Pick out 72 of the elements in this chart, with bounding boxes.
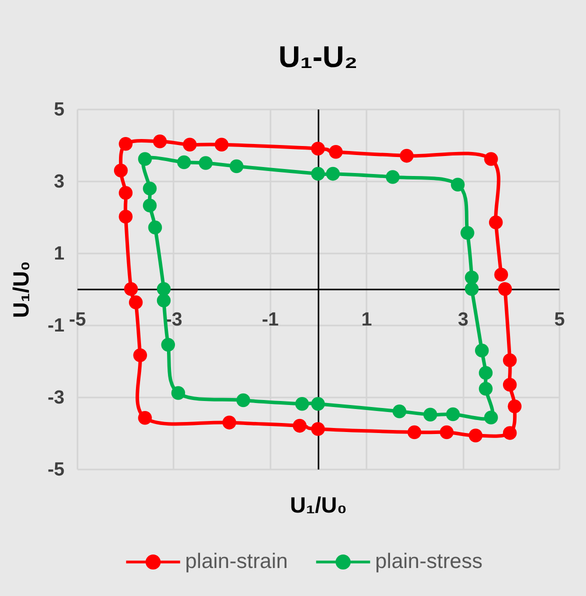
point xyxy=(311,142,325,156)
point xyxy=(450,178,465,192)
point xyxy=(311,422,325,436)
point xyxy=(118,137,133,151)
point xyxy=(408,425,422,440)
point xyxy=(400,148,414,163)
point xyxy=(128,295,143,310)
point xyxy=(118,186,133,200)
point xyxy=(142,198,157,212)
legend-label: plain-stress xyxy=(375,550,482,573)
x-tick-label: -1 xyxy=(262,310,280,330)
point xyxy=(488,216,503,230)
point xyxy=(468,428,483,442)
point xyxy=(311,396,325,411)
point xyxy=(148,220,162,234)
point xyxy=(222,416,236,430)
x-tick-label: -5 xyxy=(69,310,86,330)
point xyxy=(156,294,171,308)
point xyxy=(142,182,157,196)
y-axis-title: U₁/U₀ xyxy=(8,261,34,318)
x-tick-label: 3 xyxy=(458,310,468,330)
point xyxy=(177,155,191,170)
point xyxy=(498,282,512,296)
point xyxy=(156,282,171,296)
y-tick-label: -3 xyxy=(48,388,64,408)
point xyxy=(392,404,406,418)
point xyxy=(478,366,493,380)
point xyxy=(138,152,152,166)
point xyxy=(182,138,197,152)
point xyxy=(161,338,175,352)
point xyxy=(478,382,493,396)
point xyxy=(198,156,213,170)
point xyxy=(440,425,454,440)
y-tick-label: 3 xyxy=(54,172,64,192)
point xyxy=(502,353,517,368)
point xyxy=(230,159,244,174)
point xyxy=(171,386,186,400)
chart-title: U₁-U₂ xyxy=(278,41,358,74)
point xyxy=(311,166,325,181)
point xyxy=(508,399,522,414)
y-tick-label: 1 xyxy=(54,244,65,264)
point xyxy=(464,270,479,284)
point xyxy=(124,282,138,296)
point xyxy=(464,282,479,296)
point xyxy=(484,152,498,166)
point xyxy=(474,344,489,358)
point xyxy=(326,166,340,181)
point xyxy=(328,144,343,159)
point xyxy=(484,410,498,424)
point xyxy=(214,138,228,152)
x-tick-label: 5 xyxy=(554,310,566,330)
point xyxy=(138,411,152,425)
point xyxy=(386,170,400,184)
point xyxy=(114,164,128,178)
point xyxy=(295,396,309,411)
point xyxy=(494,268,508,282)
point xyxy=(460,226,474,240)
point xyxy=(502,426,517,440)
point xyxy=(446,407,460,422)
y-tick-label: -5 xyxy=(48,460,65,480)
x-tick-label: 1 xyxy=(361,310,372,330)
point xyxy=(118,210,133,224)
point xyxy=(236,393,250,408)
point xyxy=(292,418,307,433)
point xyxy=(133,348,148,362)
x-tick-label: -3 xyxy=(165,310,182,330)
point xyxy=(423,408,438,422)
point xyxy=(502,378,517,392)
y-tick-label: 5 xyxy=(54,100,65,120)
x-axis-title: U₁/U₀ xyxy=(290,492,347,518)
legend-label: plain-strain xyxy=(185,550,288,573)
point xyxy=(153,134,167,148)
